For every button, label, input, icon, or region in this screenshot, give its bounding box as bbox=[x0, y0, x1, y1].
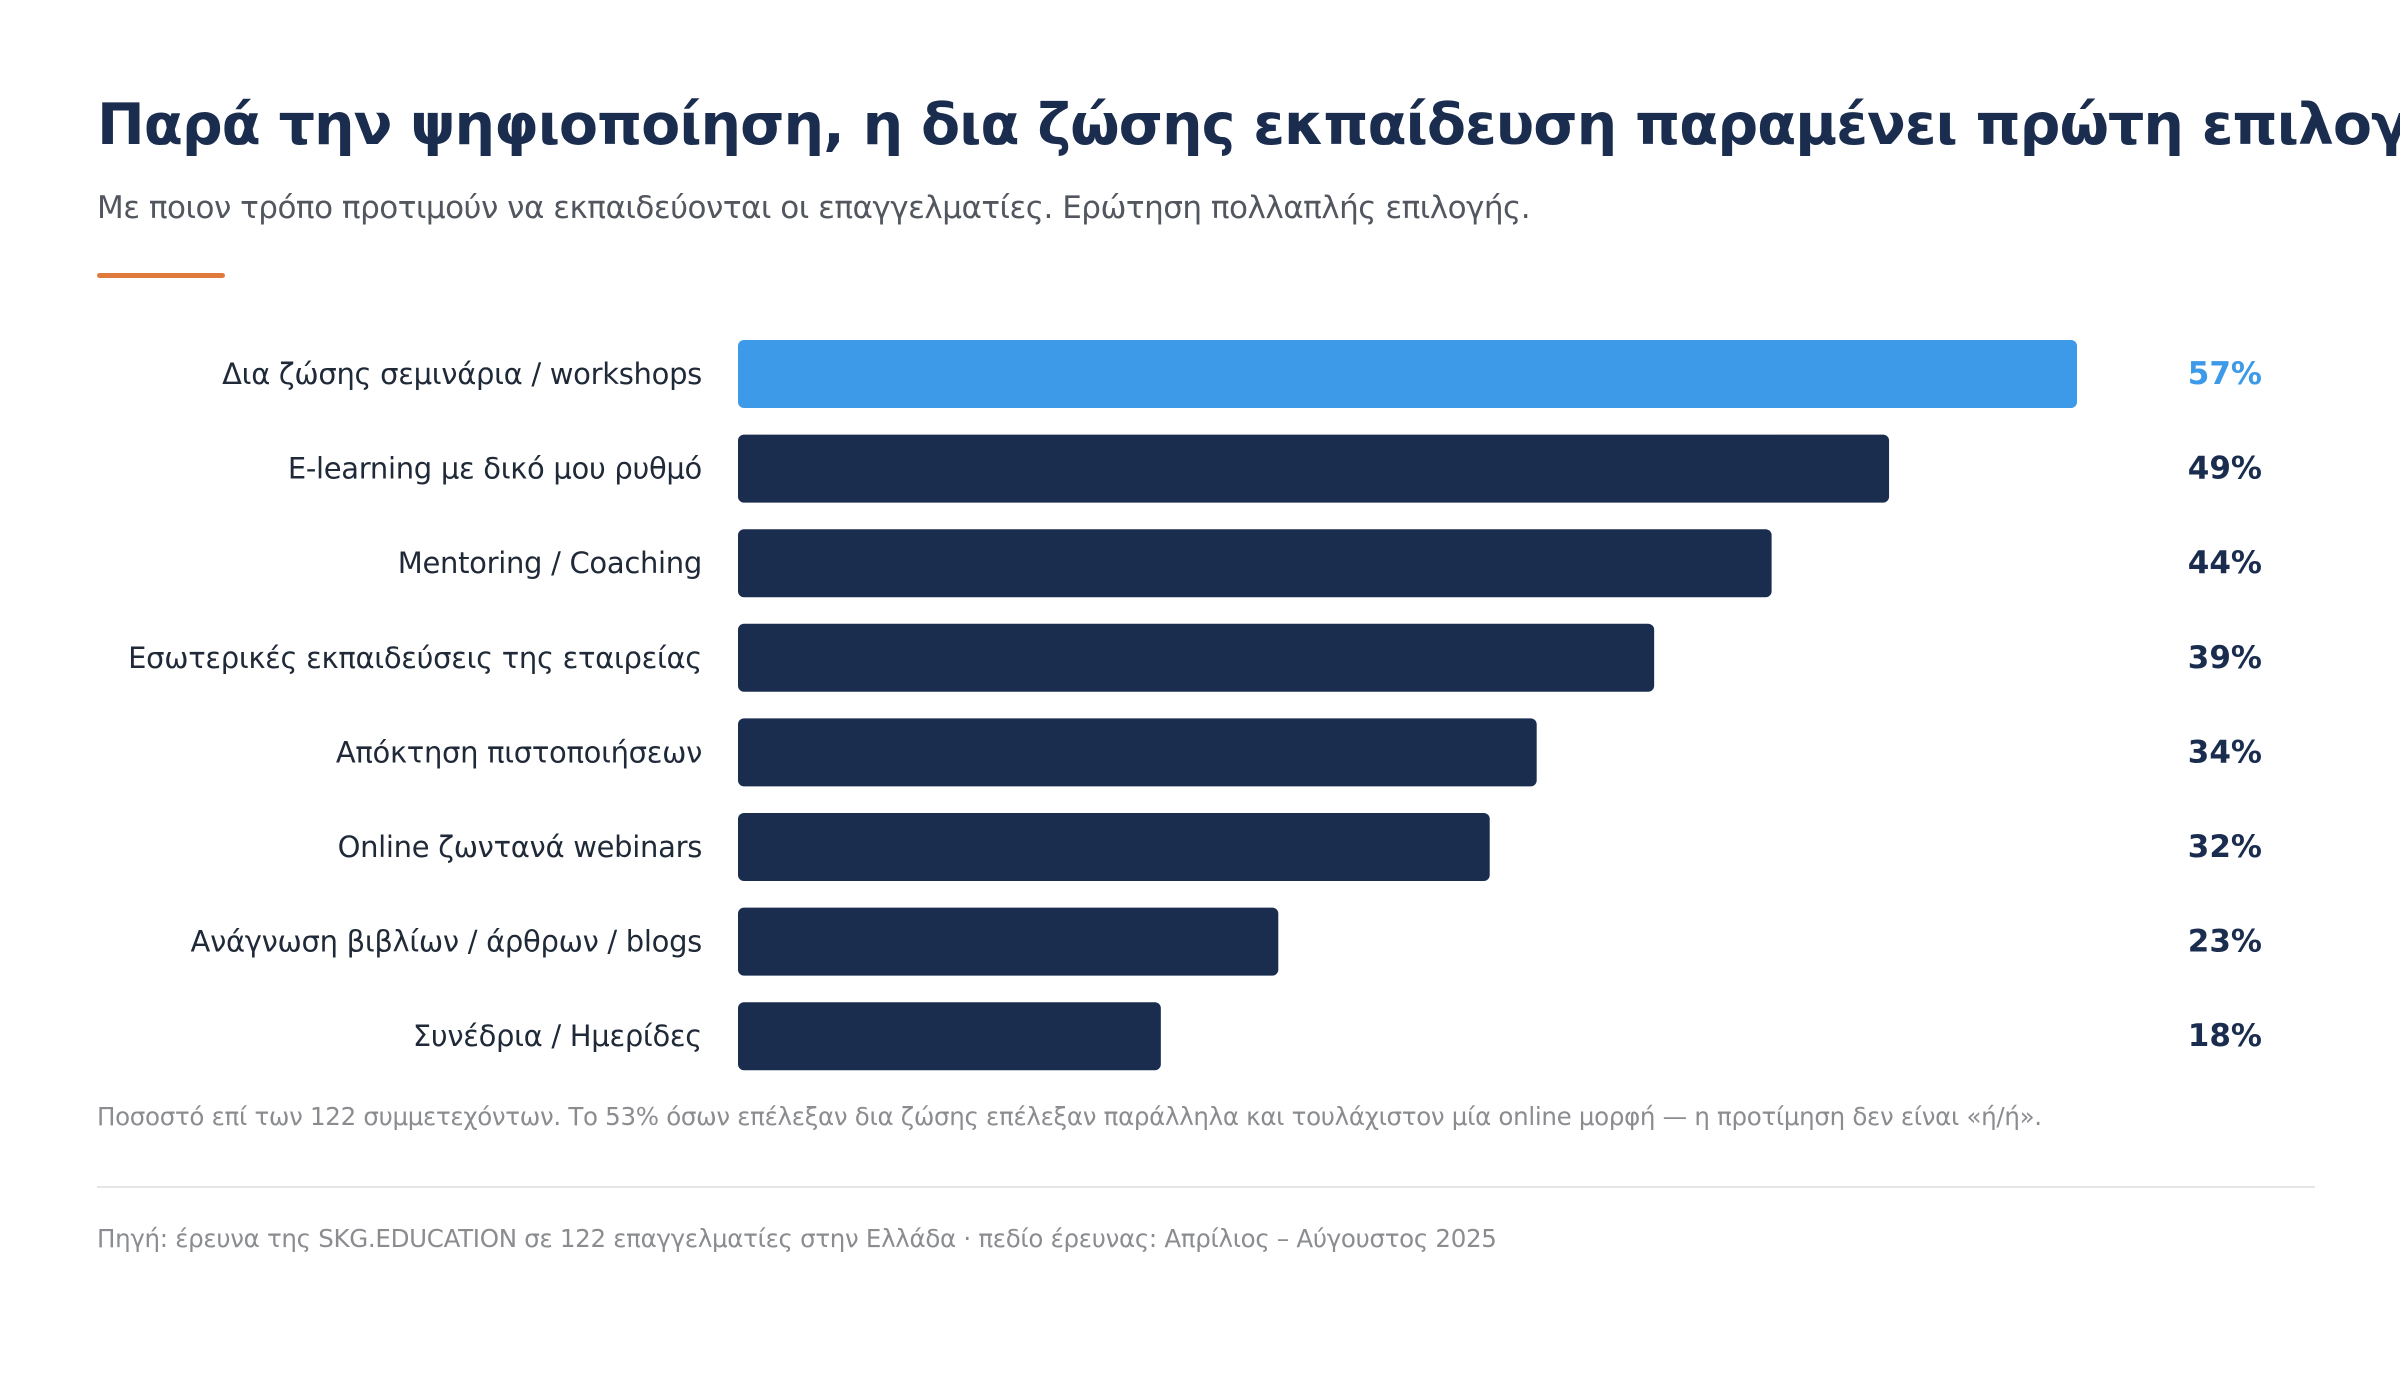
value-label: 49% bbox=[2188, 451, 2262, 487]
value-label: 32% bbox=[2188, 829, 2262, 865]
category-label: Απόκτηση πιστοποιήσεων bbox=[336, 735, 702, 769]
bar bbox=[738, 623, 1655, 692]
bar bbox=[738, 718, 1537, 787]
bar bbox=[738, 434, 1890, 503]
bar bbox=[738, 813, 1490, 881]
bar bbox=[738, 907, 1279, 976]
category-label: Εσωτερικές εκπαιδεύσεις της εταιρείας bbox=[128, 641, 702, 675]
value-label: 39% bbox=[2188, 640, 2262, 676]
chart-footnote: Ποσοστό επί των 122 συμμετεχόντων. Το 53… bbox=[97, 1102, 2042, 1131]
category-label: Mentoring / Coaching bbox=[398, 546, 702, 580]
category-label: Δια ζώσης σεμινάρια / workshops bbox=[222, 357, 702, 391]
bar bbox=[738, 1002, 1161, 1071]
category-label: Ανάγνωση βιβλίων / άρθρων / blogs bbox=[191, 925, 702, 959]
category-label: Online ζωντανά webinars bbox=[338, 830, 702, 864]
accent-rule bbox=[97, 273, 225, 278]
source-note: Πηγή: έρευνα της SKG.EDUCATION σε 122 επ… bbox=[97, 1224, 1497, 1253]
category-label: E-learning με δικό μου ρυθμό bbox=[288, 452, 702, 486]
value-label: 34% bbox=[2188, 734, 2262, 770]
bar bbox=[738, 529, 1772, 598]
chart-title: Παρά την ψηφιοποίηση, η δια ζώσης εκπαίδ… bbox=[97, 92, 2400, 158]
chart-subtitle: Με ποιον τρόπο προτιμούν να εκπαιδεύοντα… bbox=[97, 190, 1531, 226]
bar-chart: Δια ζώσης σεμινάρια / workshops 57% E-lear… bbox=[128, 340, 2262, 1071]
value-label: 44% bbox=[2188, 545, 2262, 581]
bar bbox=[738, 340, 2077, 408]
category-label: Συνέδρια / Ημερίδες bbox=[413, 1019, 702, 1053]
value-label: 18% bbox=[2188, 1018, 2262, 1054]
footer-divider bbox=[97, 1186, 2315, 1188]
value-label: 23% bbox=[2188, 924, 2262, 960]
value-label: 57% bbox=[2188, 356, 2262, 392]
